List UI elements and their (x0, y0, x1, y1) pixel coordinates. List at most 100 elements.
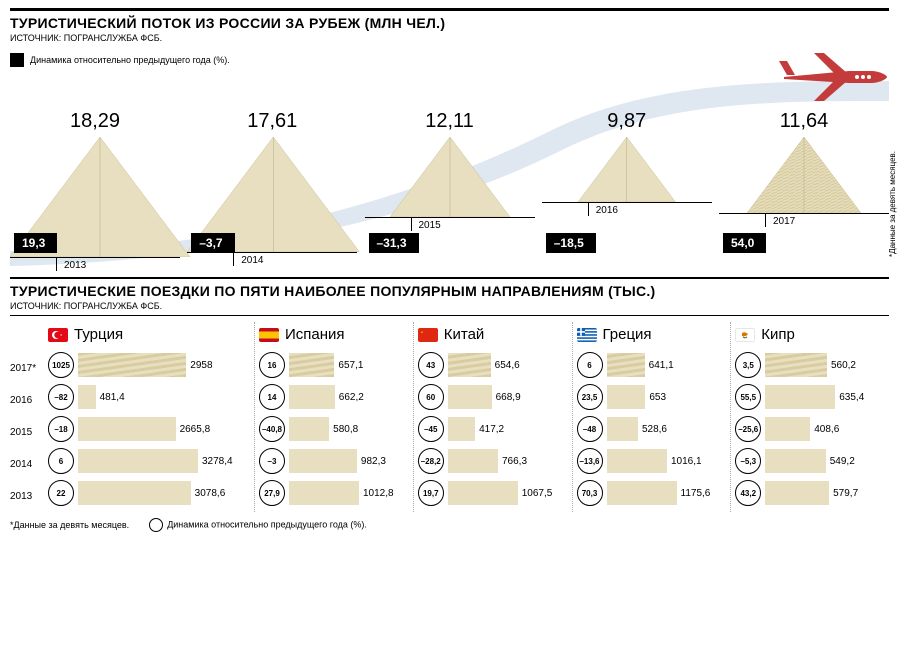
pyramid-2014: 17,61 –3,7 2014 (187, 110, 357, 271)
bar (765, 385, 835, 409)
bar-value: 2665,8 (180, 424, 211, 435)
bar (607, 385, 646, 409)
legend-dynamics: Динамика относительно предыдущего года (… (10, 53, 889, 67)
side-note: *Данные за девять месяцев. (888, 151, 897, 257)
flag-icon (259, 328, 279, 342)
bar (78, 449, 198, 473)
pyramid-delta: 19,3 (14, 233, 57, 253)
bar-value: 481,4 (100, 392, 125, 403)
bar-row: –45 417,2 (418, 413, 568, 445)
bar (448, 417, 475, 441)
bar-value: 982,3 (361, 456, 386, 467)
bar-row: –28,2 766,3 (418, 445, 568, 477)
bar-row: –5,3 549,2 (735, 445, 885, 477)
delta-circle: 19,7 (418, 480, 444, 506)
bar (289, 481, 359, 505)
delta-circle: 43,2 (735, 480, 761, 506)
bar-value: 641,1 (649, 360, 674, 371)
chart-title: ТУРИСТИЧЕСКИЙ ПОТОК ИЗ РОССИИ ЗА РУБЕЖ (… (10, 15, 445, 31)
bar-value: 766,3 (502, 456, 527, 467)
bar (765, 449, 826, 473)
bar-row: 6 641,1 (577, 349, 727, 381)
delta-circle: –5,3 (735, 448, 761, 474)
delta-circle: –13,6 (577, 448, 603, 474)
bar-row: –18 2665,8 (48, 413, 250, 445)
delta-circle: 3,5 (735, 352, 761, 378)
bar (448, 385, 492, 409)
bar-value: 549,2 (830, 456, 855, 467)
bar-row: –13,6 1016,1 (577, 445, 727, 477)
delta-circle: 43 (418, 352, 444, 378)
delta-circle: –3 (259, 448, 285, 474)
bar-value: 560,2 (831, 360, 856, 371)
flag-icon (48, 328, 68, 342)
chart-source: ИСТОЧНИК: ПОГРАНСЛУЖБА ФСБ. (10, 33, 889, 43)
bar-row: 27,9 1012,8 (259, 477, 409, 509)
bar (78, 385, 96, 409)
dest-col-Китай: Китай 43 654,6 60 668,9 –45 417,2 –28,2 (413, 322, 572, 512)
bar-row: 43 654,6 (418, 349, 568, 381)
pyramid-value: 12,11 (365, 110, 535, 133)
bar-value: 668,9 (496, 392, 521, 403)
dest-col-Кипр: Кипр 3,5 560,2 55,5 635,4 –25,6 408,6 –5… (730, 322, 889, 512)
pyramid-shape (390, 137, 510, 217)
pyramid-shape (747, 137, 861, 213)
bar (607, 353, 645, 377)
bar-row: 16 657,1 (259, 349, 409, 381)
pyramid-2017: 11,64 54,0 2017 (719, 110, 889, 271)
bar (448, 449, 498, 473)
bar (289, 385, 335, 409)
pyramid-year: 2014 (241, 255, 357, 266)
bar-value: 1067,5 (522, 488, 553, 499)
bar-row: 60 668,9 (418, 381, 568, 413)
bar-row: –3 982,3 (259, 445, 409, 477)
delta-circle: –28,2 (418, 448, 444, 474)
dest-name: Кипр (761, 326, 795, 343)
bar-value: 417,2 (479, 424, 504, 435)
year-label: 2015 (10, 416, 44, 448)
bar-value: 654,6 (495, 360, 520, 371)
bar-value: 580,8 (333, 424, 358, 435)
dest-name: Китай (444, 326, 485, 343)
bar-value: 3278,4 (202, 456, 233, 467)
delta-circle: –40,8 (259, 416, 285, 442)
bar-row: –40,8 580,8 (259, 413, 409, 445)
circle-icon (149, 518, 163, 532)
pyramid-year: 2017 (773, 216, 889, 227)
dest-title: ТУРИСТИЧЕСКИЕ ПОЕЗДКИ ПО ПЯТИ НАИБОЛЕЕ П… (10, 283, 889, 299)
pyramid-2015: 12,11 –31,3 2015 (365, 110, 535, 271)
bar-value: 528,6 (642, 424, 667, 435)
bar-value: 653 (649, 392, 666, 403)
flag-icon (735, 328, 755, 342)
dest-name: Турция (74, 326, 123, 343)
dest-col-Турция: Турция 1025 2958 –82 481,4 –18 2665,8 6 (44, 322, 254, 512)
delta-circle: –82 (48, 384, 74, 410)
year-label: 2016 (10, 384, 44, 416)
delta-circle: –25,6 (735, 416, 761, 442)
bar-value: 635,4 (839, 392, 864, 403)
dest-name: Испания (285, 326, 345, 343)
delta-circle: –18 (48, 416, 74, 442)
bar-row: 55,5 635,4 (735, 381, 885, 413)
delta-circle: 16 (259, 352, 285, 378)
bar-row: –48 528,6 (577, 413, 727, 445)
dest-name: Греция (603, 326, 652, 343)
delta-circle: 1025 (48, 352, 74, 378)
bar-row: –25,6 408,6 (735, 413, 885, 445)
bar (607, 417, 638, 441)
pyramid-year: 2016 (596, 205, 712, 216)
pyramid-delta: 54,0 (723, 233, 766, 253)
bar (607, 449, 668, 473)
delta-circle: 6 (48, 448, 74, 474)
pyramid-delta: –31,3 (369, 233, 419, 253)
pyramid-2016: 9,87 –18,5 2016 (542, 110, 712, 271)
delta-circle: –45 (418, 416, 444, 442)
airplane-icon (779, 51, 889, 101)
bar (289, 449, 357, 473)
bar (78, 417, 176, 441)
pyramid-delta: –3,7 (191, 233, 234, 253)
pyramid-2013: 18,29 19,3 2013 (10, 110, 180, 271)
delta-circle: 6 (577, 352, 603, 378)
delta-circle: 70,3 (577, 480, 603, 506)
flag-icon (577, 328, 597, 342)
